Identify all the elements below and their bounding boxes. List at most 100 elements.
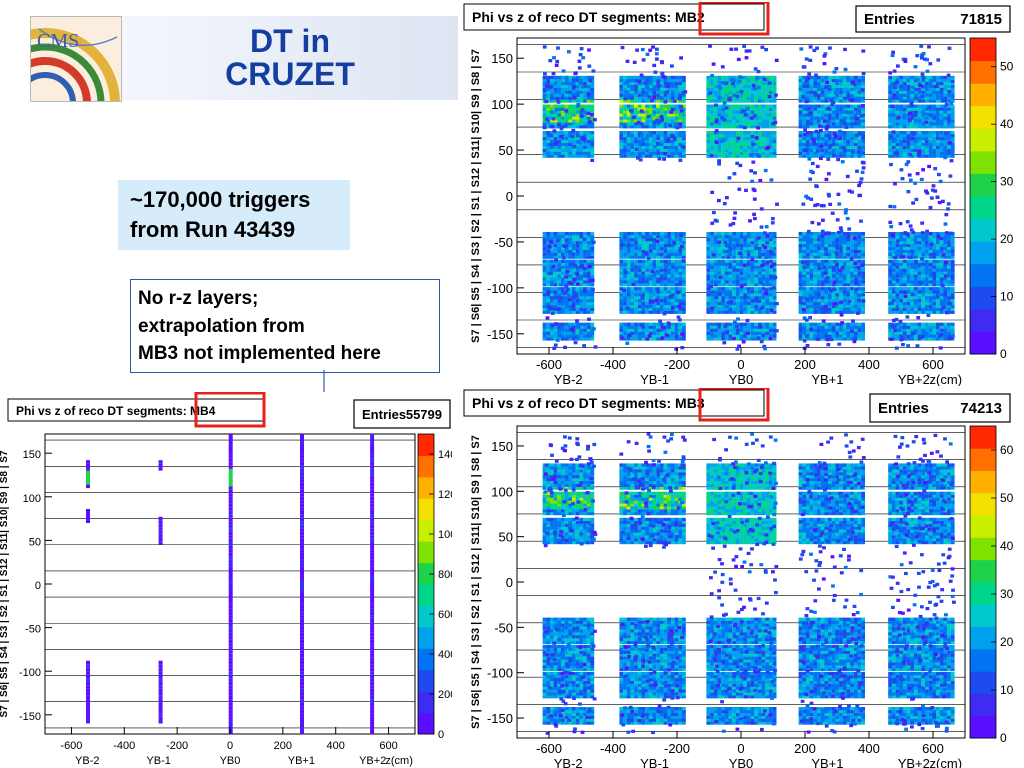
heatmap-cell — [750, 328, 755, 332]
heatmap-cell — [583, 249, 587, 253]
heatmap-cell — [550, 119, 554, 123]
heatmap-cell — [761, 325, 766, 329]
heatmap-cell — [902, 110, 907, 114]
heatmap-cell — [659, 78, 664, 83]
heatmap-cell — [542, 75, 547, 80]
heatmap-cell — [659, 125, 664, 129]
heatmap-cell — [575, 334, 580, 338]
heatmap-cell — [663, 119, 668, 123]
heatmap-cell — [899, 246, 903, 250]
heatmap-cell — [746, 119, 751, 123]
heatmap-cell — [637, 113, 642, 117]
heatmap-cell — [583, 133, 587, 138]
heatmap-cell — [579, 142, 584, 146]
heatmap-cell — [546, 271, 551, 275]
heatmap-cell — [579, 104, 584, 108]
heatmap-cell — [637, 93, 642, 97]
heatmap-cell — [891, 142, 896, 146]
heatmap-cell — [739, 310, 744, 314]
heatmap-cell — [806, 325, 810, 329]
heatmap-cell — [641, 148, 646, 152]
heatmap-cell — [817, 75, 821, 80]
heatmap-cell — [754, 119, 759, 123]
heatmap-cell — [735, 295, 740, 300]
heatmap-cell — [735, 334, 740, 338]
heatmap-cell — [765, 139, 770, 144]
heatmap-cell — [950, 301, 955, 306]
heatmap-cell — [634, 131, 638, 135]
heatmap-cell — [853, 290, 858, 294]
heatmap-cell — [732, 331, 736, 335]
heatmap-cell — [619, 116, 624, 120]
heatmap-cell — [717, 255, 722, 259]
heatmap-cell — [542, 325, 547, 329]
heatmap-cell — [802, 246, 807, 250]
heatmap-cell — [586, 139, 591, 144]
heatmap-cell — [619, 301, 624, 306]
heatmap-cell — [813, 145, 818, 149]
heatmap-cell — [583, 119, 587, 123]
heatmap-cell — [947, 271, 951, 275]
heatmap-cell — [713, 133, 718, 138]
heatmap-cell — [921, 328, 926, 332]
heatmap-cell — [928, 131, 933, 135]
heatmap-cell — [928, 259, 933, 263]
heatmap-cell — [648, 283, 653, 287]
heatmap-cell — [564, 96, 569, 100]
heatmap-cell — [820, 113, 825, 117]
heatmap-cell — [557, 142, 562, 146]
heatmap-cell — [746, 274, 751, 278]
heatmap-cell — [761, 90, 766, 94]
heatmap-cell — [925, 325, 929, 329]
heatmap-cell — [630, 262, 635, 266]
heatmap-cell — [623, 116, 627, 120]
heatmap-cell — [888, 293, 892, 297]
heatmap-cell — [590, 307, 595, 311]
heatmap-cell — [817, 136, 821, 141]
heatmap-cell — [572, 151, 576, 155]
heatmap-cell — [761, 237, 766, 242]
cms-logo: CMS — [30, 16, 122, 102]
heatmap-cell — [542, 295, 547, 300]
heatmap-cell — [861, 78, 865, 83]
heatmap-cell — [553, 90, 558, 94]
heatmap-cell — [637, 119, 642, 123]
heatmap-cell — [813, 334, 818, 338]
heatmap-cell — [820, 328, 825, 332]
heatmap-cell — [706, 119, 711, 123]
heatmap-cell — [670, 334, 675, 338]
heatmap-cell — [743, 246, 747, 250]
heatmap-cell — [586, 232, 591, 236]
heatmap-cell — [754, 255, 759, 259]
heatmap-cell — [809, 322, 814, 326]
heatmap-cell — [928, 290, 933, 294]
heatmap-cell — [853, 307, 858, 311]
heatmap-cell — [568, 322, 573, 326]
heatmap-cell — [550, 280, 554, 284]
heatmap-cell — [706, 234, 711, 239]
heatmap-cell — [721, 240, 725, 245]
heatmap-cell — [732, 328, 736, 332]
heatmap-cell — [820, 298, 825, 303]
heatmap-cell — [817, 237, 821, 242]
heatmap-cell — [861, 259, 865, 263]
heatmap-cell — [724, 133, 729, 138]
heatmap-cell — [921, 304, 926, 309]
heatmap-cell — [674, 119, 679, 123]
heatmap-cell — [917, 298, 922, 303]
heatmap-cell — [623, 133, 627, 138]
heatmap-cell — [817, 90, 821, 94]
heatmap-cell — [761, 148, 766, 152]
heatmap-cell — [857, 262, 862, 266]
heatmap-cell — [670, 234, 675, 239]
heatmap-cell — [853, 107, 858, 111]
heatmap-cell — [850, 307, 854, 311]
heatmap-cell — [678, 268, 683, 272]
heatmap-cell — [678, 78, 683, 83]
heatmap-cell — [542, 337, 547, 341]
heatmap-cell — [713, 293, 718, 297]
heatmap-cell — [761, 277, 766, 281]
heatmap-cell — [750, 240, 755, 245]
heatmap-cell — [728, 93, 733, 97]
heatmap-cell — [710, 328, 714, 332]
